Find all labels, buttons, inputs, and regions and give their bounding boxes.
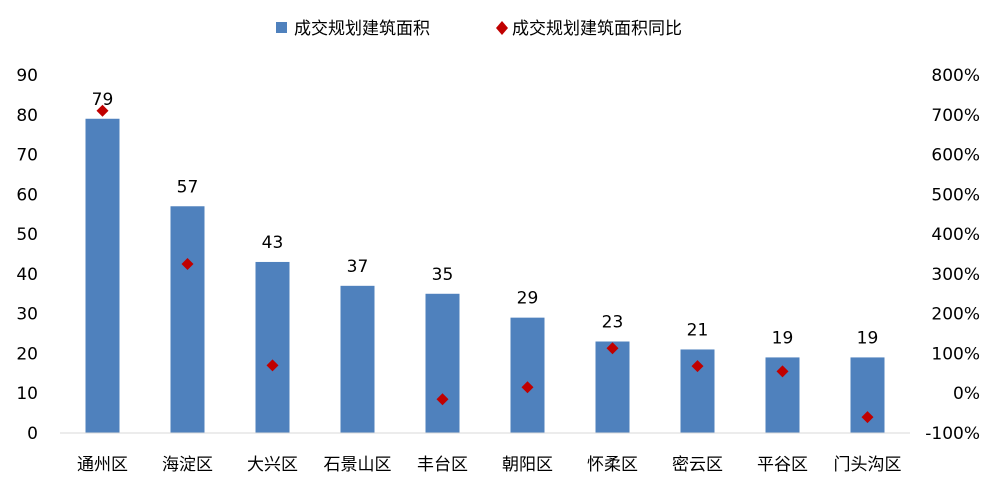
right-axis: -100% 0% 100% 200% 300% 400% 500% 600% 700% 800% bbox=[925, 66, 980, 444]
bar-value-label: 43 bbox=[262, 233, 284, 253]
right-tick-label: 500% bbox=[931, 185, 980, 205]
right-tick-label: 800% bbox=[931, 66, 980, 86]
yoy-marker bbox=[521, 381, 534, 394]
right-tick-label: 700% bbox=[931, 106, 980, 126]
bar-value-label: 21 bbox=[687, 320, 709, 340]
bar-value-label: 57 bbox=[177, 177, 199, 197]
yoy-marker bbox=[606, 342, 619, 355]
category-label: 海淀区 bbox=[162, 455, 213, 475]
right-tick-label: 600% bbox=[931, 146, 980, 166]
bar bbox=[340, 285, 375, 433]
category-label: 通州区 bbox=[77, 455, 128, 475]
left-axis: 0 10 20 30 40 50 60 70 80 90 bbox=[16, 66, 38, 444]
category-label: 门头沟区 bbox=[834, 455, 902, 475]
yoy-marker bbox=[776, 365, 789, 378]
category-label: 平谷区 bbox=[757, 455, 808, 475]
right-tick-label: 200% bbox=[931, 305, 980, 325]
yoy-marker-series bbox=[96, 104, 874, 424]
left-tick-label: 80 bbox=[16, 106, 38, 126]
yoy-marker bbox=[436, 393, 449, 406]
category-label: 朝阳区 bbox=[502, 455, 553, 475]
bar-value-label: 35 bbox=[432, 265, 454, 285]
legend-diamond-label: 成交规划建筑面积同比 bbox=[512, 19, 682, 39]
bar-value-label: 37 bbox=[347, 257, 369, 277]
left-tick-label: 70 bbox=[16, 146, 38, 166]
bar-data-labels: 79 57 43 37 35 29 23 21 19 19 bbox=[92, 90, 879, 349]
bar-value-label: 23 bbox=[602, 313, 624, 333]
bar bbox=[510, 317, 545, 433]
category-labels: 通州区 海淀区 大兴区 石景山区 丰台区 朝阳区 怀柔区 密云区 平谷区 门头沟区 bbox=[77, 455, 902, 475]
yoy-marker bbox=[861, 411, 874, 424]
left-tick-label: 0 bbox=[27, 424, 38, 444]
bar bbox=[255, 261, 290, 433]
category-label: 密云区 bbox=[672, 455, 723, 475]
category-label: 怀柔区 bbox=[587, 455, 638, 475]
bar-value-label: 19 bbox=[772, 328, 794, 348]
bar-value-label: 29 bbox=[517, 289, 539, 309]
left-tick-label: 50 bbox=[16, 225, 38, 245]
right-tick-label: 400% bbox=[931, 225, 980, 245]
right-tick-label: -100% bbox=[925, 424, 980, 444]
bar bbox=[425, 293, 460, 433]
yoy-marker bbox=[96, 104, 109, 117]
category-label: 大兴区 bbox=[247, 455, 298, 475]
bar-series bbox=[85, 118, 885, 433]
right-tick-label: 100% bbox=[931, 344, 980, 364]
right-tick-label: 0% bbox=[953, 384, 980, 404]
yoy-marker bbox=[181, 257, 194, 270]
left-tick-label: 40 bbox=[16, 265, 38, 285]
left-tick-label: 10 bbox=[16, 384, 38, 404]
bar-value-label: 19 bbox=[857, 328, 879, 348]
right-tick-label: 300% bbox=[931, 265, 980, 285]
bar bbox=[85, 118, 120, 433]
left-tick-label: 30 bbox=[16, 305, 38, 325]
left-tick-label: 90 bbox=[16, 66, 38, 86]
bar bbox=[170, 206, 205, 433]
bar-value-label: 79 bbox=[92, 90, 114, 110]
bar bbox=[595, 341, 630, 433]
category-label: 石景山区 bbox=[324, 455, 392, 475]
left-tick-label: 20 bbox=[16, 344, 38, 364]
left-tick-label: 60 bbox=[16, 185, 38, 205]
yoy-marker bbox=[691, 360, 704, 373]
category-label: 丰台区 bbox=[417, 455, 468, 475]
legend-diamond-swatch bbox=[496, 21, 508, 35]
yoy-marker bbox=[266, 359, 279, 372]
legend-bar-label: 成交规划建筑面积 bbox=[294, 19, 430, 39]
legend-bar-swatch bbox=[276, 22, 287, 33]
legend: 成交规划建筑面积 成交规划建筑面积同比 bbox=[276, 19, 682, 39]
